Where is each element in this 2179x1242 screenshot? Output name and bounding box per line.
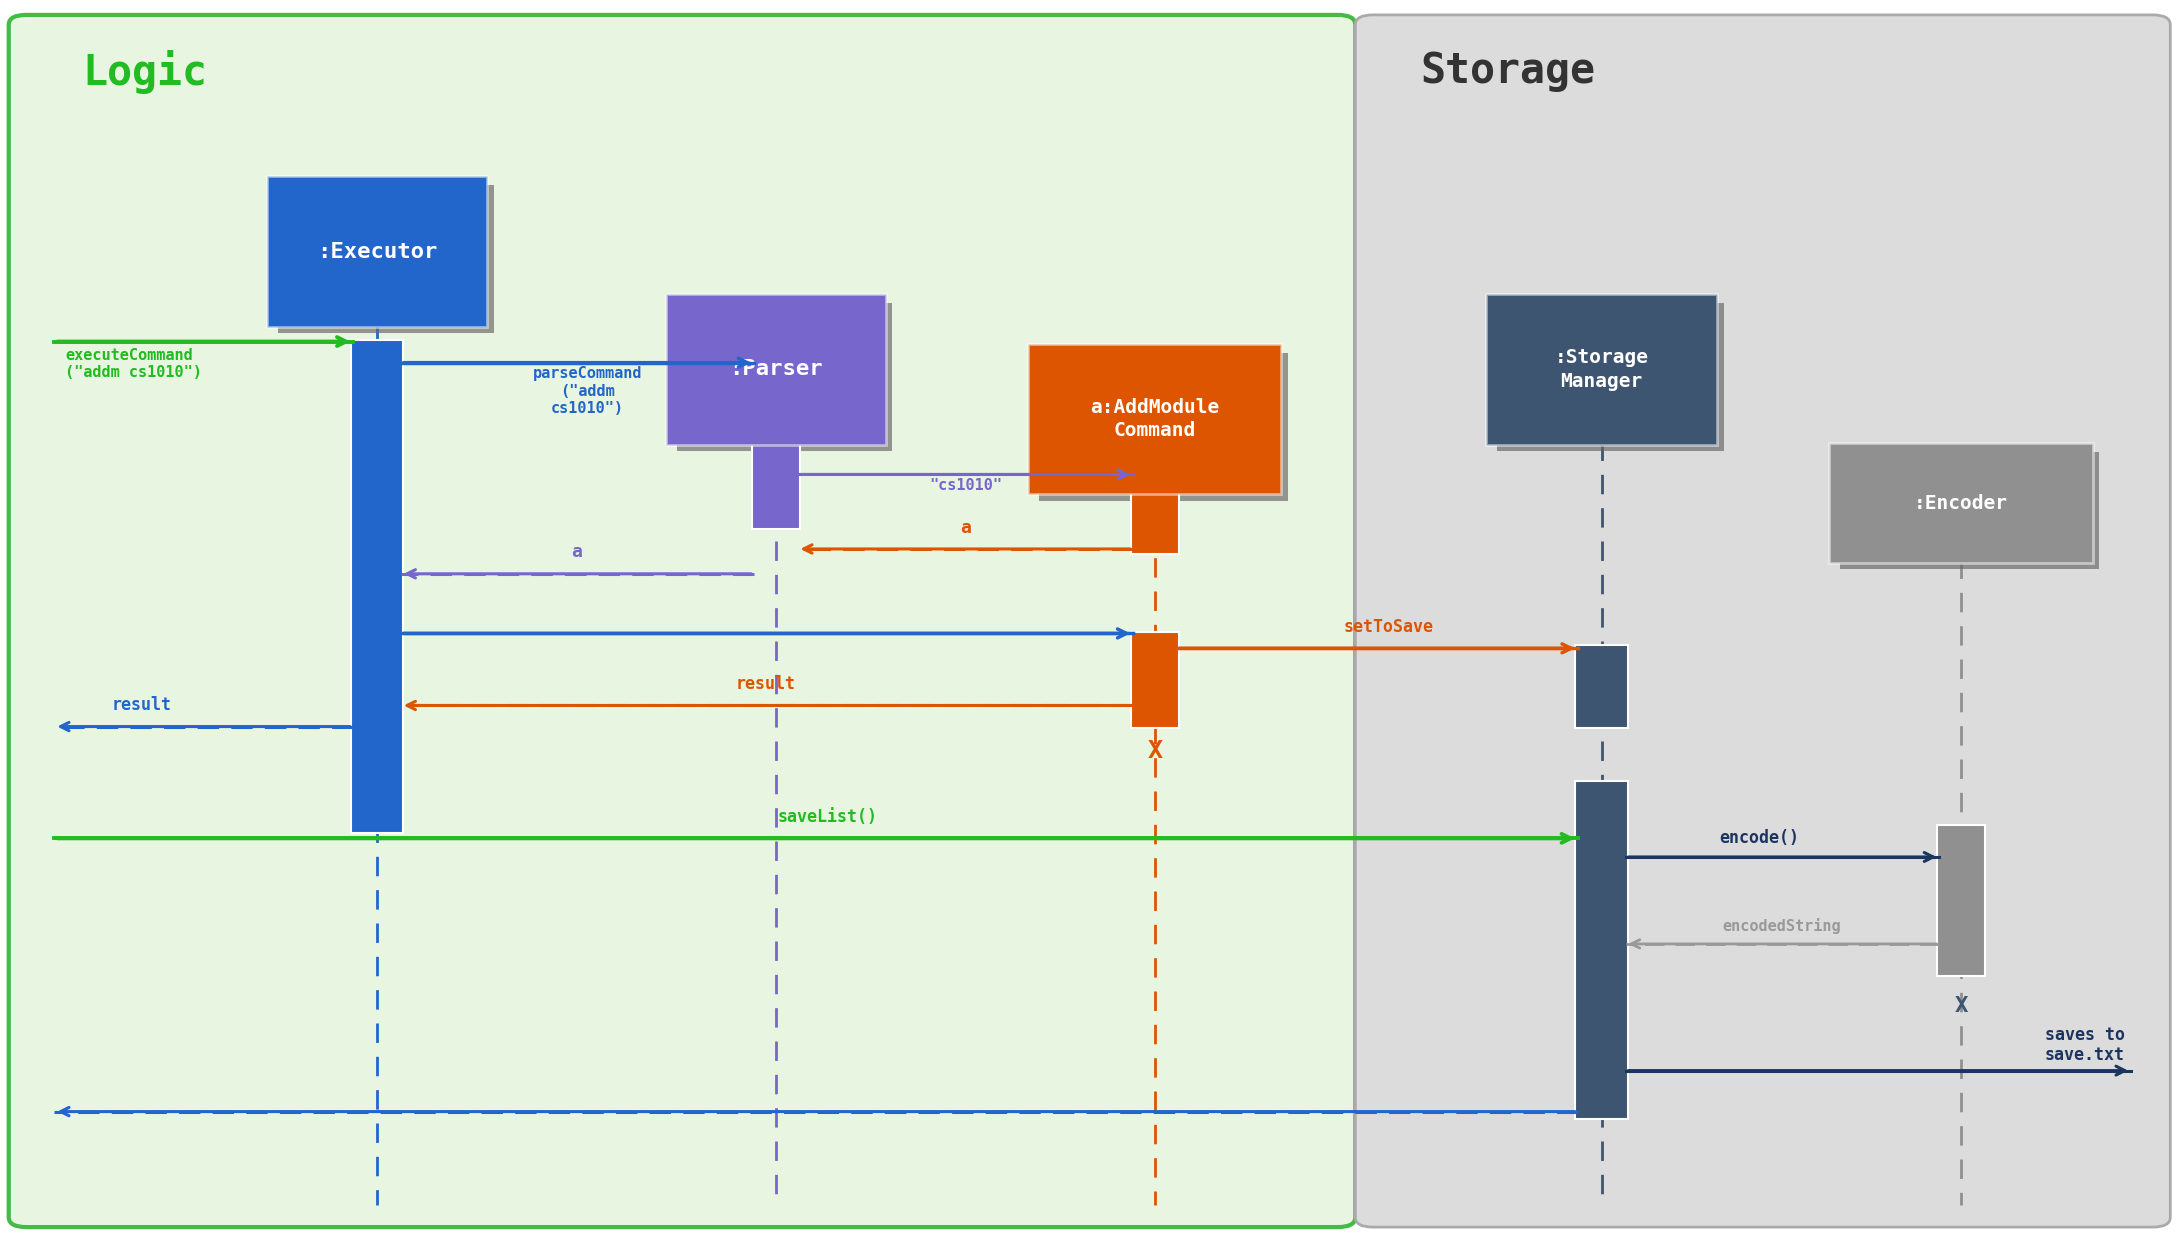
Text: X: X xyxy=(1148,739,1161,764)
FancyBboxPatch shape xyxy=(1131,632,1179,728)
Text: parseCommand
("addm
cs1010"): parseCommand ("addm cs1010") xyxy=(532,366,643,416)
Text: result: result xyxy=(737,676,795,693)
FancyBboxPatch shape xyxy=(1830,443,2094,563)
Text: result: result xyxy=(111,697,172,714)
FancyBboxPatch shape xyxy=(1575,645,1628,728)
FancyBboxPatch shape xyxy=(678,303,893,451)
Text: a: a xyxy=(961,519,970,537)
FancyBboxPatch shape xyxy=(1937,825,1985,976)
FancyBboxPatch shape xyxy=(1131,458,1179,554)
FancyBboxPatch shape xyxy=(1039,353,1288,501)
Text: saveList(): saveList() xyxy=(778,809,878,826)
Text: "cs1010": "cs1010" xyxy=(928,478,1002,493)
FancyBboxPatch shape xyxy=(1486,294,1717,445)
Text: X: X xyxy=(1955,996,1968,1016)
FancyBboxPatch shape xyxy=(351,340,403,833)
Text: encodedString: encodedString xyxy=(1721,918,1841,934)
Text: :Executor: :Executor xyxy=(316,241,438,262)
FancyBboxPatch shape xyxy=(279,185,492,333)
FancyBboxPatch shape xyxy=(1497,303,1724,451)
Text: saves to
save.txt: saves to save.txt xyxy=(2044,1026,2125,1064)
FancyBboxPatch shape xyxy=(1028,344,1281,494)
Text: encode(): encode() xyxy=(1719,830,1800,847)
Text: Logic: Logic xyxy=(83,50,207,93)
Text: a:AddModule
Command: a:AddModule Command xyxy=(1090,397,1220,441)
Text: a: a xyxy=(571,544,582,561)
Text: Storage: Storage xyxy=(1421,50,1595,92)
FancyBboxPatch shape xyxy=(667,294,885,445)
Text: :Encoder: :Encoder xyxy=(1913,493,2009,513)
Text: :Storage
Manager: :Storage Manager xyxy=(1554,348,1650,391)
Text: :Parser: :Parser xyxy=(730,359,821,380)
FancyBboxPatch shape xyxy=(752,371,800,529)
FancyBboxPatch shape xyxy=(1575,781,1628,1119)
FancyBboxPatch shape xyxy=(1355,15,2170,1227)
FancyBboxPatch shape xyxy=(1839,452,2101,569)
Text: executeCommand
("addm cs1010"): executeCommand ("addm cs1010") xyxy=(65,348,203,380)
FancyBboxPatch shape xyxy=(268,176,488,327)
Text: setToSave: setToSave xyxy=(1344,619,1434,636)
FancyBboxPatch shape xyxy=(9,15,1355,1227)
